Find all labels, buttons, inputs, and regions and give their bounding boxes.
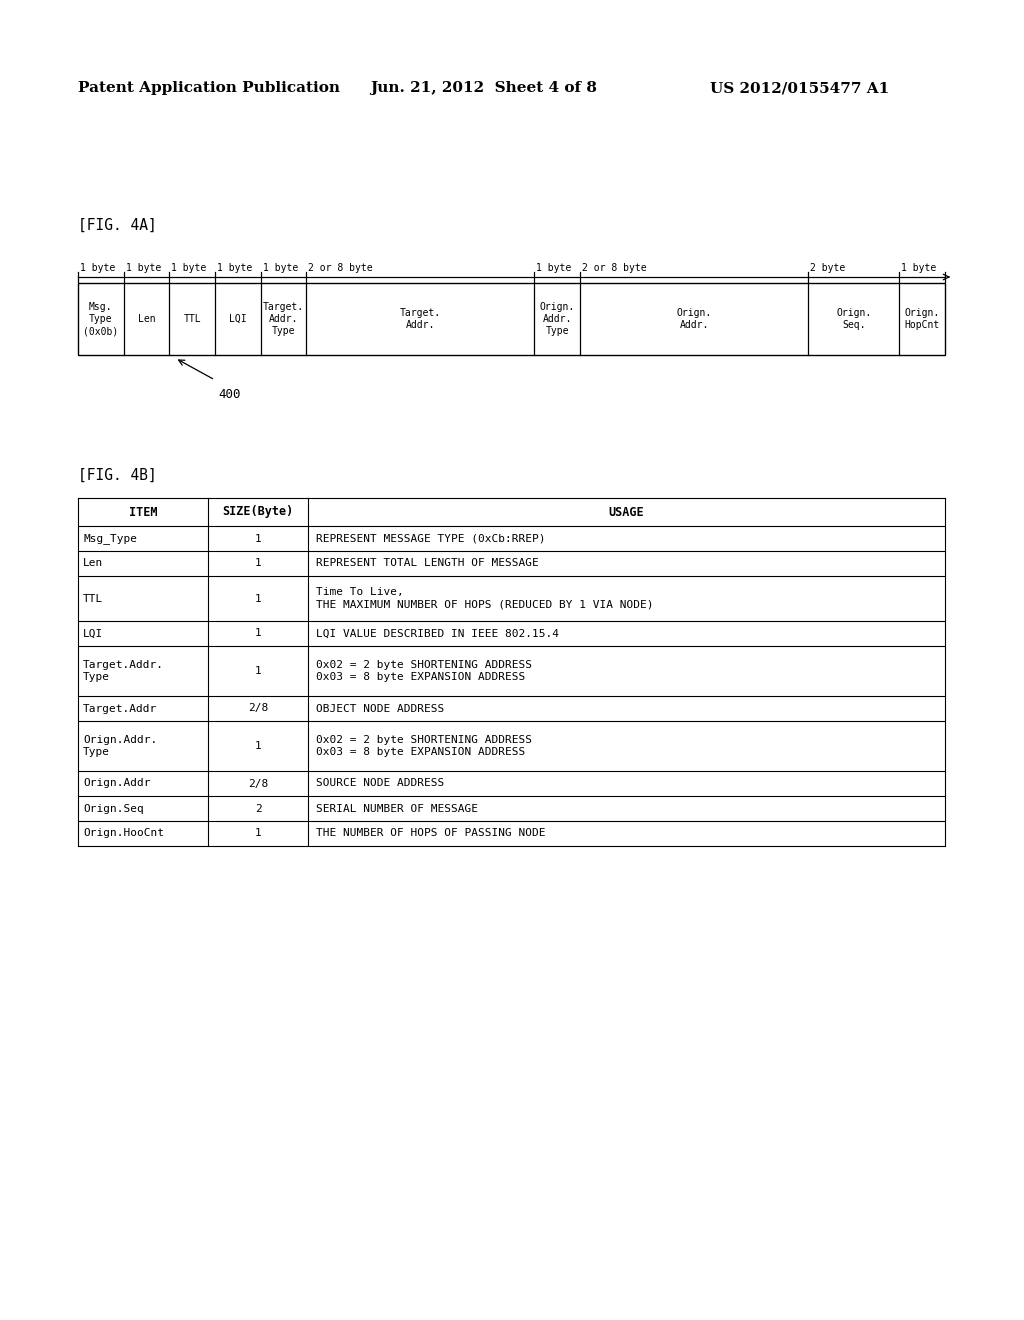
Text: 1 byte: 1 byte bbox=[901, 263, 937, 273]
Text: 2/8: 2/8 bbox=[248, 704, 268, 714]
Text: Target.Addr.
Type: Target.Addr. Type bbox=[83, 660, 164, 682]
Text: 0x02 = 2 byte SHORTENING ADDRESS
0x03 = 8 byte EXPANSION ADDRESS: 0x02 = 2 byte SHORTENING ADDRESS 0x03 = … bbox=[316, 660, 532, 682]
Text: SOURCE NODE ADDRESS: SOURCE NODE ADDRESS bbox=[316, 779, 444, 788]
Text: 1: 1 bbox=[255, 829, 261, 838]
Text: [FIG. 4B]: [FIG. 4B] bbox=[78, 467, 157, 483]
Text: [FIG. 4A]: [FIG. 4A] bbox=[78, 218, 157, 232]
Text: OBJECT NODE ADDRESS: OBJECT NODE ADDRESS bbox=[316, 704, 444, 714]
Text: Orign.
Addr.: Orign. Addr. bbox=[677, 308, 712, 330]
Text: Orign.
Seq.: Orign. Seq. bbox=[837, 308, 871, 330]
Text: REPRESENT TOTAL LENGTH OF MESSAGE: REPRESENT TOTAL LENGTH OF MESSAGE bbox=[316, 558, 539, 569]
Text: 1: 1 bbox=[255, 594, 261, 603]
Text: Target.
Addr.
Type: Target. Addr. Type bbox=[263, 301, 304, 337]
Text: 1: 1 bbox=[255, 558, 261, 569]
Text: 2/8: 2/8 bbox=[248, 779, 268, 788]
Text: US 2012/0155477 A1: US 2012/0155477 A1 bbox=[710, 81, 889, 95]
Text: LQI: LQI bbox=[229, 314, 247, 323]
Text: 1 byte: 1 byte bbox=[80, 263, 116, 273]
Text: 1: 1 bbox=[255, 628, 261, 639]
Text: Orign.Addr: Orign.Addr bbox=[83, 779, 151, 788]
Text: TTL: TTL bbox=[83, 594, 103, 603]
Text: Jun. 21, 2012  Sheet 4 of 8: Jun. 21, 2012 Sheet 4 of 8 bbox=[370, 81, 597, 95]
Text: THE NUMBER OF HOPS OF PASSING NODE: THE NUMBER OF HOPS OF PASSING NODE bbox=[316, 829, 546, 838]
Text: Target.
Addr.: Target. Addr. bbox=[399, 308, 440, 330]
Text: 2 byte: 2 byte bbox=[810, 263, 846, 273]
Text: 1: 1 bbox=[255, 667, 261, 676]
Text: Msg_Type: Msg_Type bbox=[83, 533, 137, 544]
Text: 0x02 = 2 byte SHORTENING ADDRESS
0x03 = 8 byte EXPANSION ADDRESS: 0x02 = 2 byte SHORTENING ADDRESS 0x03 = … bbox=[316, 735, 532, 758]
Text: Time To Live,
THE MAXIMUM NUMBER OF HOPS (REDUCED BY 1 VIA NODE): Time To Live, THE MAXIMUM NUMBER OF HOPS… bbox=[316, 587, 653, 610]
Text: Orign.Seq: Orign.Seq bbox=[83, 804, 143, 813]
Text: REPRESENT MESSAGE TYPE (0xCb:RREP): REPRESENT MESSAGE TYPE (0xCb:RREP) bbox=[316, 533, 546, 544]
Text: 1 byte: 1 byte bbox=[171, 263, 207, 273]
Text: Target.Addr: Target.Addr bbox=[83, 704, 158, 714]
Text: ITEM: ITEM bbox=[129, 506, 158, 519]
Text: LQI VALUE DESCRIBED IN IEEE 802.15.4: LQI VALUE DESCRIBED IN IEEE 802.15.4 bbox=[316, 628, 559, 639]
Text: Len: Len bbox=[83, 558, 103, 569]
Text: LQI: LQI bbox=[83, 628, 103, 639]
Text: SIZE(Byte): SIZE(Byte) bbox=[222, 506, 294, 519]
Text: Orign.HooCnt: Orign.HooCnt bbox=[83, 829, 164, 838]
Bar bbox=[78, 282, 945, 355]
Text: 2 or 8 byte: 2 or 8 byte bbox=[582, 263, 646, 273]
Text: 1 byte: 1 byte bbox=[537, 263, 571, 273]
Text: 400: 400 bbox=[218, 388, 241, 401]
Text: Patent Application Publication: Patent Application Publication bbox=[78, 81, 340, 95]
Text: Len: Len bbox=[137, 314, 156, 323]
Text: SERIAL NUMBER OF MESSAGE: SERIAL NUMBER OF MESSAGE bbox=[316, 804, 478, 813]
Text: 1 byte: 1 byte bbox=[126, 263, 161, 273]
Text: 1: 1 bbox=[255, 741, 261, 751]
Text: 1 byte: 1 byte bbox=[262, 263, 298, 273]
Text: Orign.Addr.
Type: Orign.Addr. Type bbox=[83, 735, 158, 758]
Text: USAGE: USAGE bbox=[608, 506, 644, 519]
Text: Msg.
Type
(0x0b): Msg. Type (0x0b) bbox=[83, 301, 119, 337]
Text: 1 byte: 1 byte bbox=[217, 263, 252, 273]
Text: 2: 2 bbox=[255, 804, 261, 813]
Text: Orign.
Addr.
Type: Orign. Addr. Type bbox=[540, 301, 574, 337]
Text: Orign.
HopCnt: Orign. HopCnt bbox=[904, 308, 940, 330]
Text: TTL: TTL bbox=[183, 314, 201, 323]
Text: 2 or 8 byte: 2 or 8 byte bbox=[308, 263, 373, 273]
Text: 1: 1 bbox=[255, 533, 261, 544]
